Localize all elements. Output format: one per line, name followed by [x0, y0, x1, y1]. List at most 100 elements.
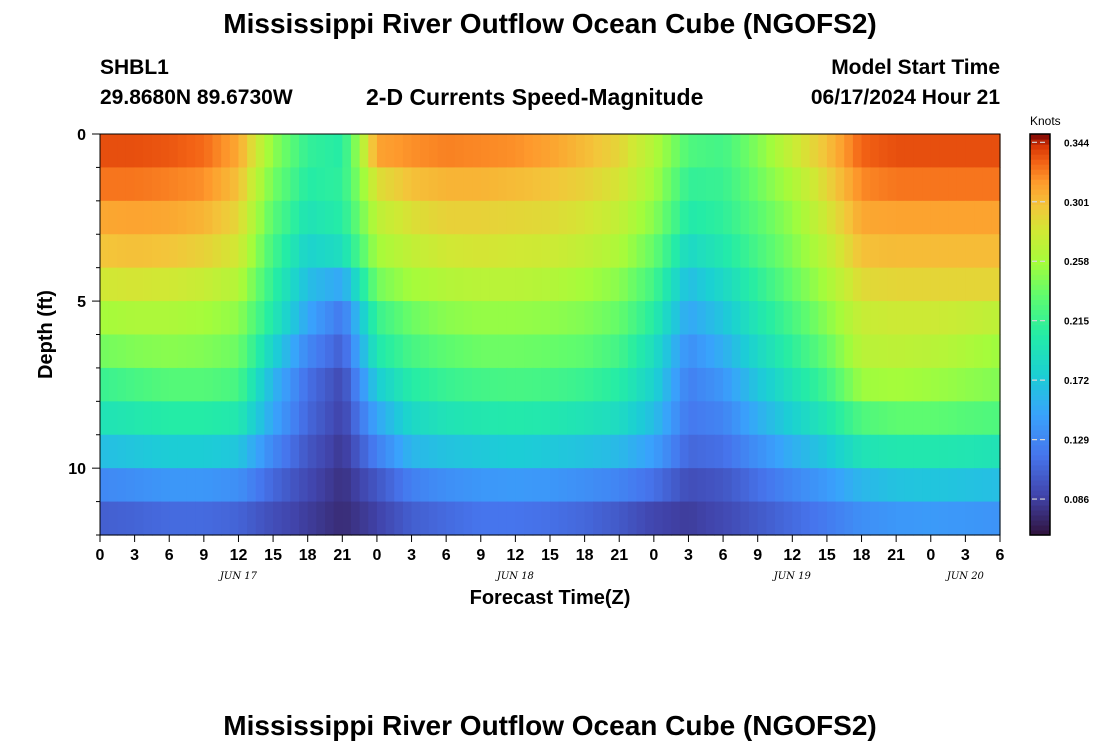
heatmap-cell [108, 501, 118, 536]
heatmap-cell [601, 301, 612, 336]
heatmap-cell [653, 167, 664, 202]
heatmap-cell [117, 200, 127, 235]
heatmap-cell [454, 367, 465, 402]
heatmap-cell [593, 401, 603, 436]
heatmap-cell [757, 267, 767, 302]
heatmap-cell [922, 134, 932, 169]
heatmap-cell [619, 134, 629, 169]
colorbar-segment [1030, 164, 1050, 170]
heatmap-cell [316, 267, 326, 302]
heatmap-cell [757, 301, 767, 336]
heatmap-cell [524, 334, 534, 369]
heatmap-cell [359, 334, 369, 369]
heatmap-cell [688, 501, 698, 536]
heatmap-cell [411, 434, 421, 469]
heatmap-cell [264, 468, 274, 503]
heatmap-cell [117, 501, 127, 536]
heatmap-cell [489, 167, 499, 202]
heatmap-cell [515, 267, 525, 302]
colorbar-tick-label: 0.301 [1064, 198, 1089, 209]
heatmap-cell [792, 367, 802, 402]
heatmap-cell [290, 234, 300, 269]
heatmap-cell [402, 334, 413, 369]
heatmap-cell [376, 367, 387, 402]
colorbar-tick-label: 0.086 [1064, 495, 1089, 506]
heatmap-cell [480, 167, 491, 202]
heatmap-cell [861, 200, 871, 235]
heatmap-cell [524, 301, 534, 336]
heatmap-cell [203, 200, 214, 235]
heatmap-cell [835, 434, 845, 469]
heatmap-cell [809, 501, 819, 536]
heatmap-cell [974, 367, 984, 402]
heatmap-cell [160, 468, 170, 503]
heatmap-cell [852, 468, 863, 503]
heatmap-cell [195, 468, 205, 503]
heatmap-cell [532, 267, 542, 302]
x-tick-label: 0 [926, 547, 935, 564]
heatmap-cell [930, 501, 941, 536]
heatmap-cell [325, 468, 335, 503]
heatmap-cell [697, 234, 707, 269]
heatmap-cell [714, 401, 724, 436]
heatmap-cell [913, 167, 923, 202]
heatmap-cell [948, 167, 958, 202]
colorbar-segment [1030, 499, 1050, 506]
heatmap-cell [359, 301, 369, 336]
heatmap-cell [956, 234, 966, 269]
heatmap-cell [108, 267, 118, 302]
heatmap-cell [662, 200, 672, 235]
heatmap-cell [394, 200, 404, 235]
heatmap-cell [922, 301, 932, 336]
heatmap-cell [203, 434, 214, 469]
heatmap-cell [723, 334, 733, 369]
heatmap-cell [541, 200, 551, 235]
heatmap-cell [541, 267, 551, 302]
heatmap-cell [532, 234, 542, 269]
heatmap-cell [610, 134, 620, 169]
heatmap-cell [550, 301, 560, 336]
heatmap-cell [861, 267, 871, 302]
heatmap-cell [939, 234, 949, 269]
heatmap-cell [437, 234, 447, 269]
heatmap-cell [359, 200, 369, 235]
heatmap-cell [541, 434, 551, 469]
heatmap-cell [307, 434, 317, 469]
heatmap-cell [740, 501, 750, 536]
heatmap-cell [359, 401, 369, 436]
heatmap-cell [376, 200, 387, 235]
heatmap-cell [567, 468, 577, 503]
heatmap-cell [376, 167, 387, 202]
heatmap-cell [169, 301, 179, 336]
heatmap-cell [870, 167, 880, 202]
heatmap-cell [956, 401, 966, 436]
heatmap-cell [818, 301, 828, 336]
colorbar-segment [1030, 204, 1050, 210]
heatmap-cell [697, 434, 707, 469]
heatmap-cell [688, 167, 698, 202]
heatmap-cell [108, 468, 118, 503]
heatmap-cell [264, 200, 274, 235]
heatmap-cell [775, 434, 785, 469]
heatmap-cell [454, 134, 465, 169]
heatmap-cell [350, 434, 361, 469]
heatmap-cell [454, 267, 465, 302]
heatmap-cell [454, 167, 465, 202]
heatmap-cell [437, 200, 447, 235]
heatmap-cell [922, 501, 932, 536]
heatmap-cell [956, 200, 966, 235]
heatmap-cell [472, 301, 482, 336]
heatmap-cell [688, 200, 698, 235]
heatmap-cell [229, 334, 240, 369]
heatmap-cell [169, 367, 179, 402]
heatmap-cell [420, 468, 430, 503]
heatmap-cell [558, 401, 568, 436]
heatmap-cell [454, 501, 465, 536]
heatmap-cell [896, 401, 906, 436]
heatmap-cell [394, 434, 404, 469]
heatmap-cell [714, 468, 724, 503]
heatmap-cell [878, 134, 889, 169]
heatmap-cell [541, 501, 551, 536]
heatmap-cell [108, 134, 118, 169]
heatmap-cell [428, 434, 439, 469]
